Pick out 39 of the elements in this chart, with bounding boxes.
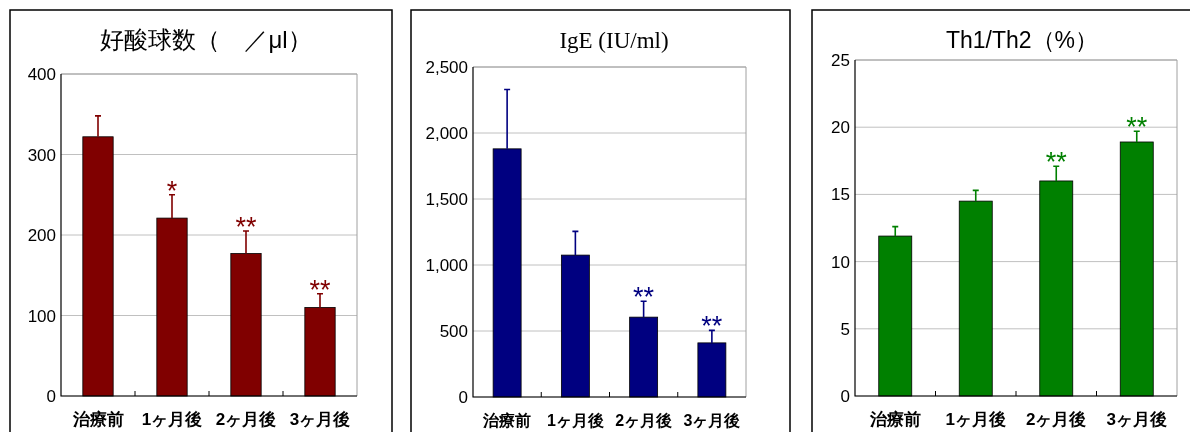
y-tick-label: 20 xyxy=(831,118,850,138)
x-tick-label: 1ヶ月後 xyxy=(546,412,604,429)
annotation: ** xyxy=(633,282,655,313)
x-tick-label: 2ヶ月後 xyxy=(215,410,277,429)
x-tick-label: 1ヶ月後 xyxy=(945,410,1006,429)
x-tick-label: 3ヶ月後 xyxy=(1106,410,1167,429)
annotation: * xyxy=(166,175,178,206)
y-tick-label: 0 xyxy=(458,388,468,407)
annotation: ** xyxy=(701,311,723,342)
y-tick-label: 2,500 xyxy=(425,58,468,77)
x-tick-label: 2ヶ月後 xyxy=(615,412,673,429)
annotation: ** xyxy=(1045,147,1068,178)
y-tick-label: 10 xyxy=(831,252,850,272)
x-tick-label: 2ヶ月後 xyxy=(1026,410,1087,429)
y-tick-label: 400 xyxy=(27,65,56,84)
y-tick-label: 0 xyxy=(46,387,56,406)
y-tick-label: 2,000 xyxy=(425,124,468,143)
y-tick-label: 500 xyxy=(439,322,468,341)
y-tick-label: 5 xyxy=(840,319,850,339)
y-tick-label: 300 xyxy=(27,145,56,165)
x-tick-label: 3ヶ月後 xyxy=(289,410,351,429)
annotation: ** xyxy=(309,274,331,305)
chart-title: 好酸球数（ ／μl） xyxy=(100,26,312,53)
y-tick-label: 100 xyxy=(27,306,56,326)
y-tick-label: 0 xyxy=(840,387,850,406)
y-tick-label: 25 xyxy=(831,51,850,70)
y-tick-label: 200 xyxy=(27,226,56,245)
x-tick-label: 治療前 xyxy=(71,410,124,429)
y-tick-label: 1,500 xyxy=(425,190,468,209)
annotation: ** xyxy=(235,211,257,242)
y-tick-label: 15 xyxy=(831,185,850,205)
x-tick-label: 1ヶ月後 xyxy=(141,410,203,429)
x-tick-label: 治療前 xyxy=(482,412,532,429)
annotation: ** xyxy=(1126,112,1148,143)
y-tick-label: 1,000 xyxy=(425,256,468,275)
chart-title: IgE (IU/ml) xyxy=(559,28,669,53)
x-tick-label: 3ヶ月後 xyxy=(683,412,741,429)
chart-title: Th1/Th2（%） xyxy=(945,27,1099,53)
x-tick-label: 治療前 xyxy=(868,410,921,429)
